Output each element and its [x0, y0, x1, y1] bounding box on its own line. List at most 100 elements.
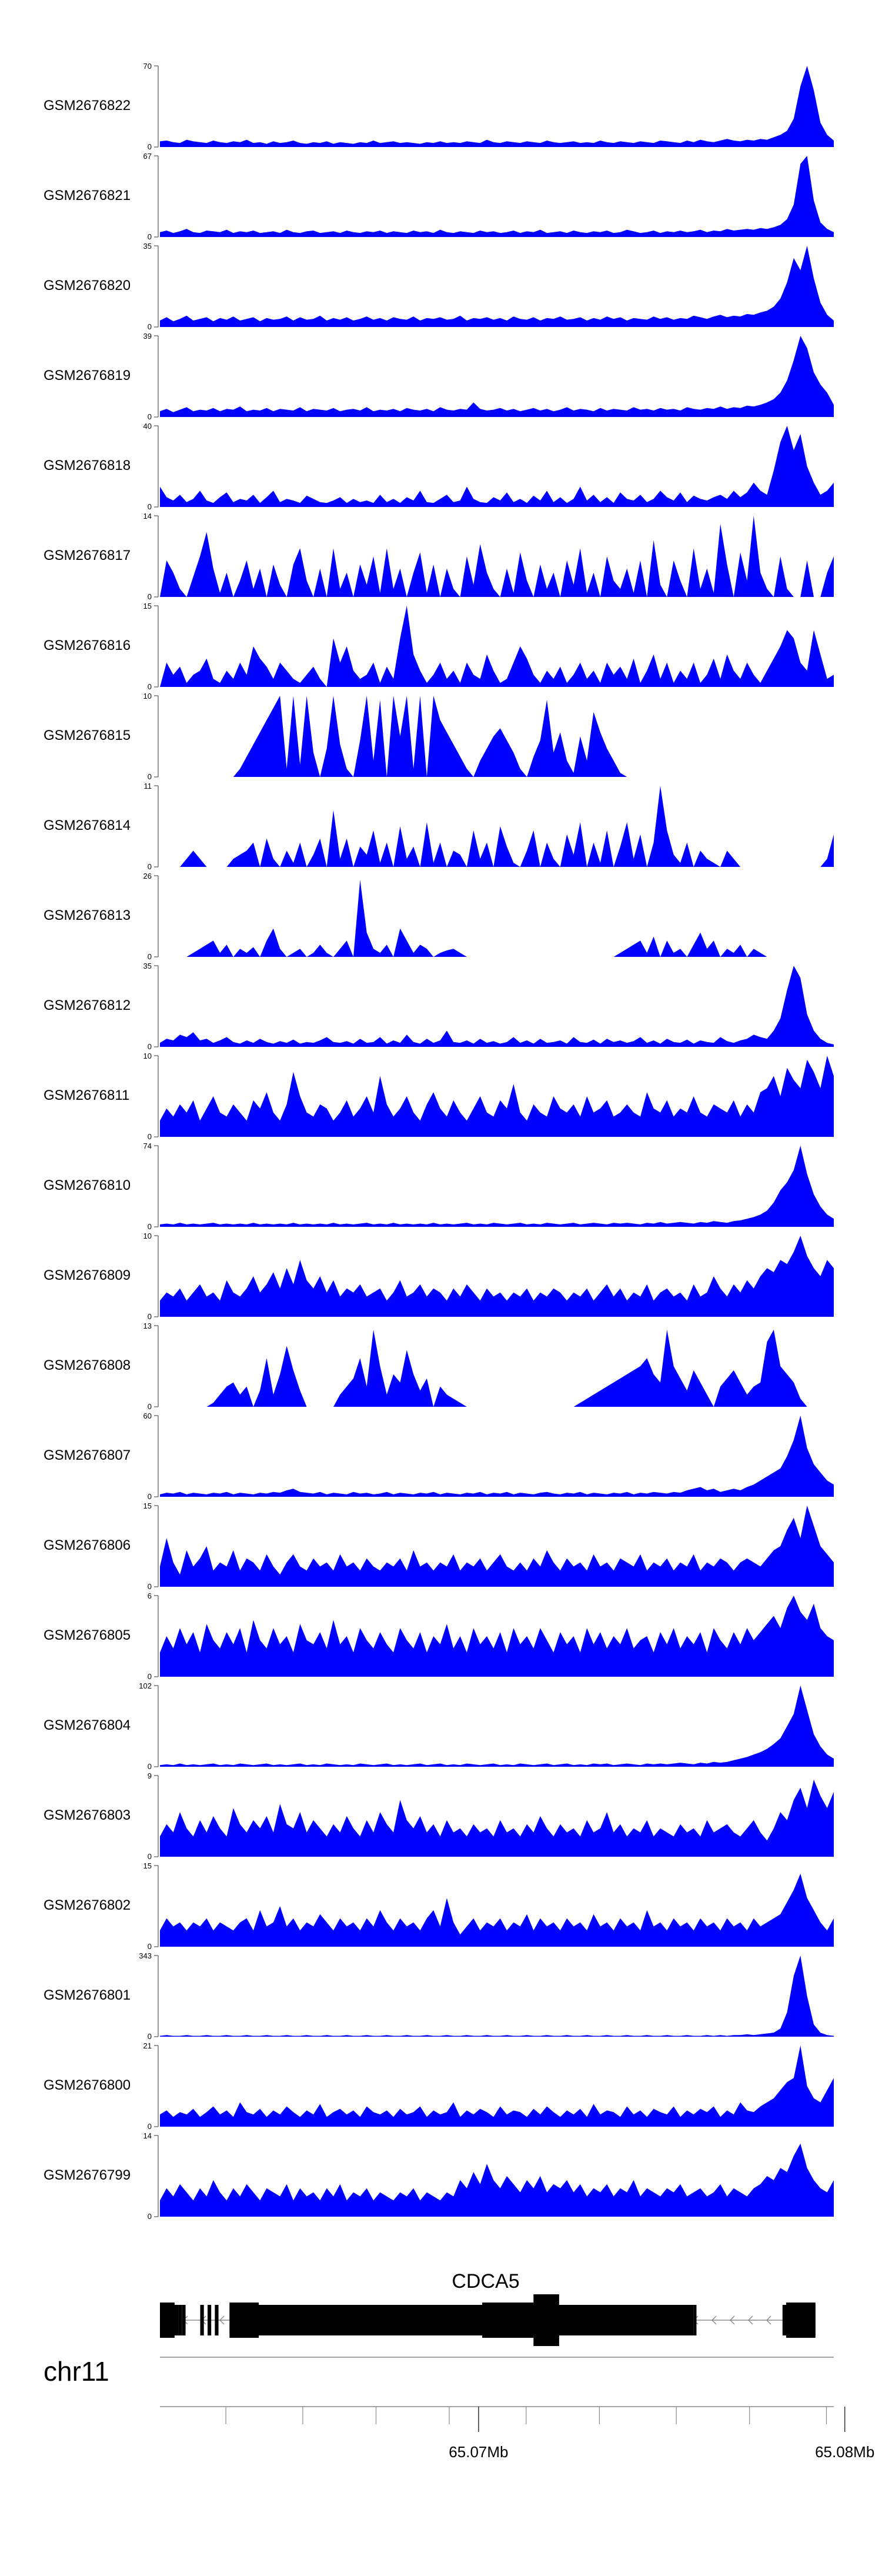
y-min-label: 0	[148, 862, 152, 871]
signal-area	[160, 1596, 834, 1677]
y-min-label: 0	[148, 1942, 152, 1951]
track-GSM2676819: GSM2676819 39 0	[44, 332, 834, 421]
y-min-label: 0	[148, 772, 152, 781]
signal-area	[160, 2143, 834, 2217]
y-min-label: 0	[148, 1762, 152, 1771]
gene-cds-block	[786, 2303, 816, 2338]
y-min-label: 0	[148, 2032, 152, 2041]
y-min-label: 0	[148, 1852, 152, 1861]
track-label: GSM2676809	[44, 1267, 131, 1283]
track-label: GSM2676820	[44, 278, 131, 293]
track-label: GSM2676815	[44, 728, 131, 743]
y-min-label: 0	[148, 322, 152, 331]
gene-cds-block	[533, 2294, 559, 2346]
signal-area	[160, 1873, 834, 1947]
signal-area	[160, 696, 834, 777]
signal-area	[160, 1506, 834, 1587]
track-GSM2676810: GSM2676810 74 0	[44, 1142, 834, 1231]
y-max-label: 35	[143, 242, 152, 251]
track-label: GSM2676806	[44, 1537, 131, 1553]
gene-cds-block	[229, 2303, 259, 2338]
y-min-label: 0	[148, 502, 152, 511]
gene-exon	[215, 2305, 219, 2335]
signal-area	[160, 516, 834, 597]
y-max-label: 67	[143, 152, 152, 161]
track-label: GSM2676799	[44, 2167, 131, 2183]
track-label: GSM2676816	[44, 638, 131, 653]
signal-area	[160, 1956, 834, 2037]
y-min-label: 0	[148, 592, 152, 601]
signal-area	[160, 1146, 834, 1227]
signal-area	[160, 879, 834, 957]
y-max-label: 343	[139, 1951, 152, 1960]
y-min-label: 0	[148, 1402, 152, 1411]
track-GSM2676802: GSM2676802 15 0	[44, 1861, 834, 1951]
axis-tick-label: 65.07Mb	[449, 2443, 508, 2461]
y-max-label: 11	[144, 782, 152, 790]
track-GSM2676799: GSM2676799 14 0	[44, 2131, 834, 2221]
track-label: GSM2676807	[44, 1447, 131, 1463]
track-label: GSM2676821	[44, 188, 131, 203]
strand-chevron	[730, 2315, 735, 2325]
strand-chevron	[748, 2315, 753, 2325]
y-max-label: 9	[148, 1771, 152, 1780]
y-max-label: 10	[143, 1052, 152, 1060]
y-max-label: 10	[143, 1232, 152, 1240]
track-GSM2676809: GSM2676809 10 0	[44, 1232, 834, 1321]
strand-chevron	[711, 2315, 717, 2325]
gene-exon	[693, 2305, 697, 2335]
y-max-label: 14	[143, 512, 152, 520]
y-max-label: 6	[148, 1591, 152, 1600]
gene-model: CDCA5	[160, 2270, 816, 2346]
y-min-label: 0	[148, 142, 152, 151]
signal-area	[160, 1236, 834, 1317]
signal-area	[160, 426, 834, 507]
y-max-label: 15	[143, 1501, 152, 1510]
y-min-label: 0	[148, 1582, 152, 1591]
signal-area	[160, 156, 834, 237]
track-GSM2676817: GSM2676817 14 0	[44, 512, 834, 601]
track-label: GSM2676803	[44, 1807, 131, 1823]
track-GSM2676820: GSM2676820 35 0	[44, 242, 834, 331]
y-min-label: 0	[148, 2122, 152, 2131]
chromosome-label: chr11	[44, 2356, 109, 2387]
track-GSM2676813: GSM2676813 26 0	[44, 872, 834, 961]
signal-area	[160, 2046, 834, 2127]
y-min-label: 0	[148, 232, 152, 241]
y-min-label: 0	[148, 1492, 152, 1501]
track-GSM2676818: GSM2676818 40 0	[44, 422, 834, 511]
signal-area	[160, 1779, 834, 1857]
signal-area	[160, 1056, 834, 1137]
signal-area	[160, 966, 834, 1047]
gene-cds-block	[482, 2303, 534, 2338]
gene-exon	[782, 2305, 786, 2335]
y-max-label: 21	[143, 2041, 152, 2050]
track-label: GSM2676800	[44, 2077, 131, 2093]
y-max-label: 35	[143, 962, 152, 970]
genome-axis: chr11 65.07Mb 65.08Mb	[44, 2356, 874, 2461]
track-label: GSM2676810	[44, 1177, 131, 1193]
y-max-label: 15	[143, 1861, 152, 1870]
gene-exon	[178, 2305, 182, 2335]
y-max-label: 13	[143, 1322, 152, 1330]
track-label: GSM2676802	[44, 1897, 131, 1913]
y-max-label: 39	[143, 332, 152, 341]
strand-chevron	[219, 2315, 225, 2325]
signal-area	[160, 786, 834, 867]
track-GSM2676800: GSM2676800 21 0	[44, 2041, 834, 2131]
track-GSM2676804: GSM2676804 102 0	[44, 1681, 834, 1771]
y-max-label: 10	[143, 692, 152, 700]
track-label: GSM2676804	[44, 1717, 131, 1733]
track-GSM2676803: GSM2676803 9 0	[44, 1771, 834, 1861]
signal-tracks: GSM2676822700GSM2676821670GSM2676820350G…	[44, 62, 834, 2221]
track-label: GSM2676812	[44, 997, 131, 1013]
y-min-label: 0	[148, 952, 152, 961]
track-GSM2676801: GSM2676801 343 0	[44, 1951, 834, 2041]
track-label: GSM2676818	[44, 458, 131, 473]
track-label: GSM2676808	[44, 1357, 131, 1373]
y-min-label: 0	[148, 2212, 152, 2221]
track-GSM2676815: GSM2676815 10 0	[44, 692, 834, 781]
y-min-label: 0	[148, 682, 152, 691]
y-max-label: 70	[143, 62, 152, 71]
gene-exon	[244, 2305, 694, 2335]
